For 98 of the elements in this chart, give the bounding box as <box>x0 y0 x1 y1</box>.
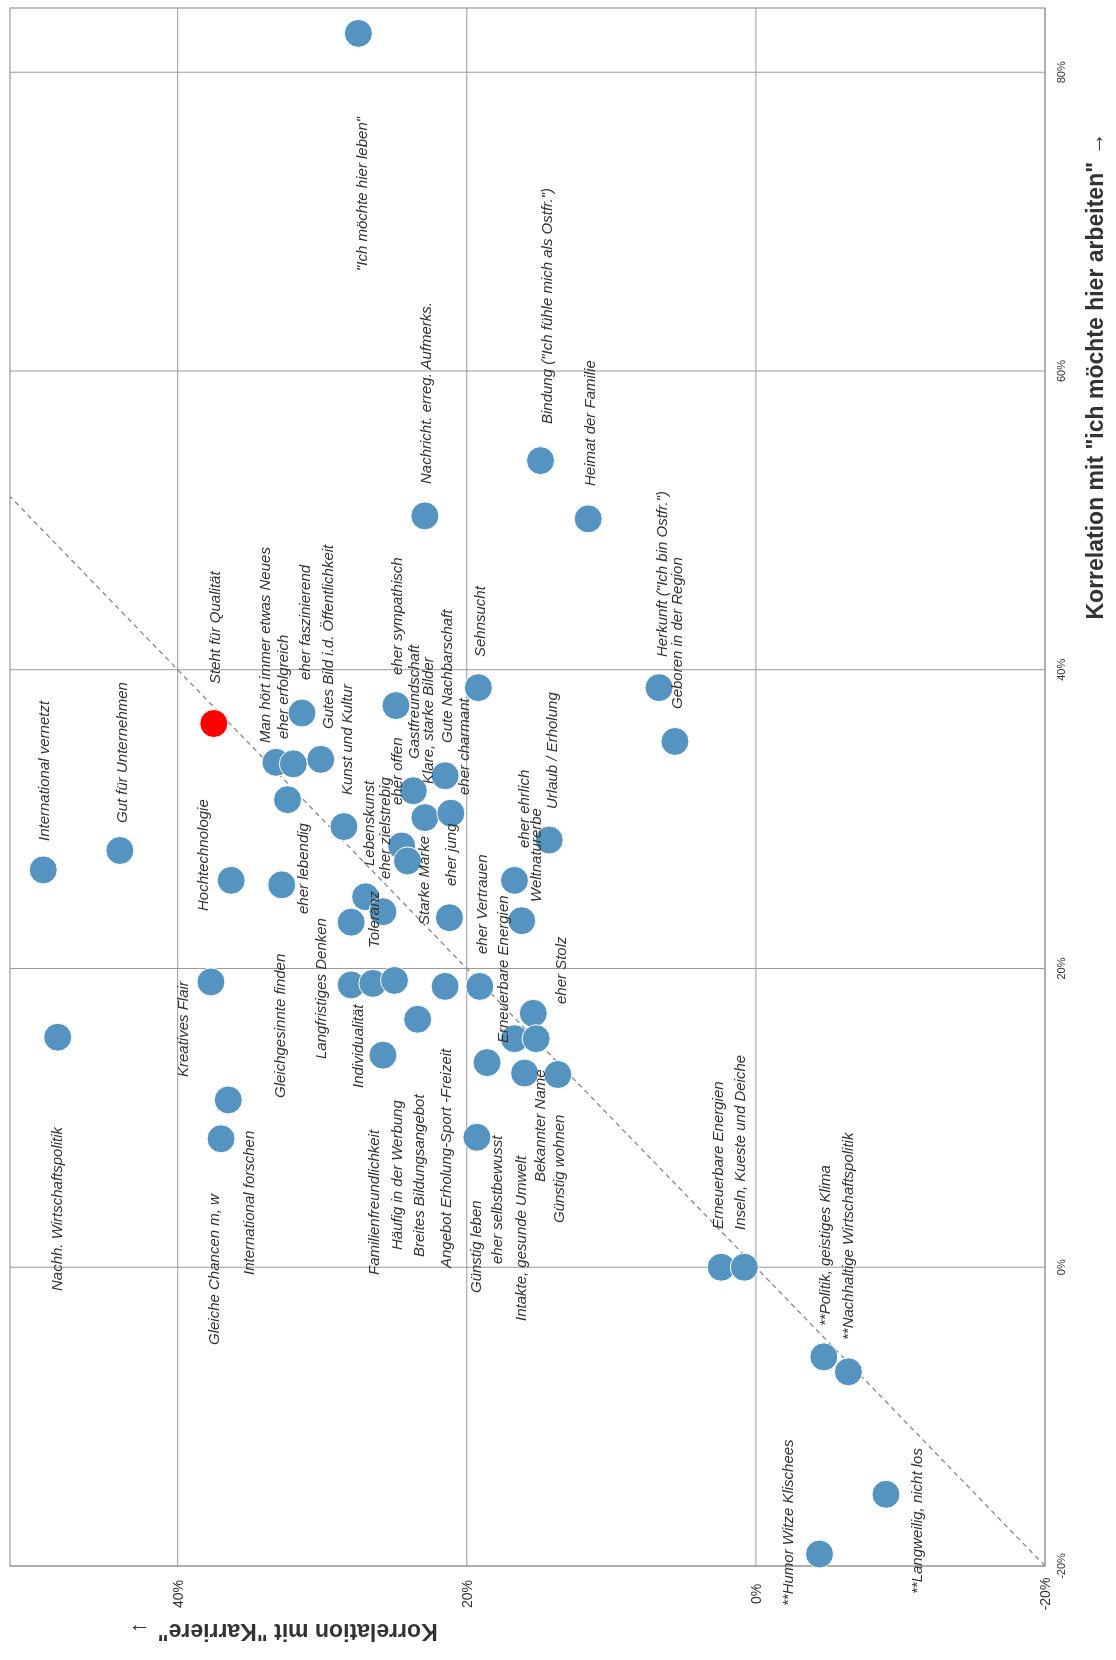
point <box>343 18 373 48</box>
point <box>871 1479 901 1509</box>
point <box>706 1252 736 1282</box>
point <box>199 709 229 739</box>
annotation: Hochtechnologie <box>193 799 211 911</box>
point <box>518 998 548 1028</box>
annotation: Angebot Erholung-Sport -Freizeit <box>436 1047 454 1269</box>
annotation: eher sympathisch <box>387 557 405 675</box>
annotation: Erneuerbare Energien <box>708 1081 726 1229</box>
annotation: Starke Marke <box>414 835 432 925</box>
annotation: Toleranz <box>364 890 382 948</box>
annotation: eher faszinierend <box>295 564 313 680</box>
y-tick-label: 0% <box>1055 1259 1067 1276</box>
annotation: eher erfolgreich <box>273 634 291 739</box>
annotation: Steht für Qualität <box>205 570 223 684</box>
point <box>105 835 135 865</box>
annotation: eher Stolz <box>551 935 569 1004</box>
point <box>213 1085 243 1115</box>
annotation: Häufig in der Werbung <box>387 1099 405 1250</box>
annotation: Gute Nachbarschaft <box>437 608 455 743</box>
annotation: Langfristiges Denken <box>311 918 329 1059</box>
point <box>472 1048 502 1078</box>
annotation: Sehnsucht <box>470 585 488 657</box>
annotation: Kreatives Flair <box>173 980 191 1077</box>
annotation: Kunst und Kultur <box>337 683 355 795</box>
point <box>526 446 556 476</box>
annotation: Gleichgesinnte finden <box>270 953 288 1098</box>
y-tick-label: 40% <box>1055 658 1067 681</box>
x-tick-label: 20% <box>458 1579 475 1609</box>
point <box>278 749 308 779</box>
point <box>368 1040 398 1070</box>
annotation: Familienfreundlichkeit <box>364 1129 382 1275</box>
annotation: **Nachhaltige Wirtschaftspolitik <box>838 1131 856 1340</box>
point <box>410 501 440 531</box>
annotation: **Politik, geistiges Klima <box>815 1165 833 1326</box>
point <box>410 803 440 833</box>
annotation: **Humor Witze Klischees <box>778 1438 796 1606</box>
point <box>462 1122 492 1152</box>
point <box>809 1342 839 1372</box>
annotation: Günstig leben <box>466 1200 484 1293</box>
point <box>206 1124 236 1154</box>
point <box>403 1004 433 1034</box>
point <box>499 865 529 895</box>
point <box>267 870 297 900</box>
x-axis-title: Korrelation mit "Karriere" → <box>128 1619 438 1645</box>
annotation: Heimat der Familie <box>580 360 598 486</box>
annotation: Breites Bildungsangebot <box>409 1093 427 1257</box>
point <box>380 965 410 995</box>
annotation: Erneuerbare Energien <box>493 895 511 1043</box>
point <box>329 812 359 842</box>
annotation: Bindung ("Ich fühle mich als Ostfr.") <box>537 187 555 424</box>
point <box>336 907 366 937</box>
annotation: **Langweilig, nicht los <box>907 1447 925 1594</box>
point <box>216 865 246 895</box>
x-tick-label: 40% <box>169 1579 186 1609</box>
annotation: Individualität <box>348 1003 366 1088</box>
point <box>28 855 58 885</box>
annotation: Inseln, Kueste und Deiche <box>730 1054 748 1230</box>
point <box>434 903 464 933</box>
annotation: International vernetzt <box>34 700 52 841</box>
annotation: Gleiche Chancen m, w <box>204 1192 222 1345</box>
point <box>521 1024 551 1054</box>
point <box>306 744 336 774</box>
annotation: Bekannter Name <box>530 1069 548 1182</box>
y-tick-label: 20% <box>1055 957 1067 980</box>
point <box>273 785 303 815</box>
y-axis-title: Korrelation mit "ich möchte hier arbeiten" → <box>1082 132 1108 620</box>
annotation: Herkunft ("Ich bin Ostfr.") <box>652 491 670 657</box>
annotation: eher charmant <box>454 697 472 795</box>
point <box>805 1539 834 1569</box>
annotation: Man hört immer etwas Neues <box>255 546 273 743</box>
annotation: eher Vertrauen <box>472 854 490 954</box>
annotation: International forschen <box>239 1130 257 1275</box>
annotation: Lebenskunst <box>359 780 377 866</box>
point <box>543 1060 573 1090</box>
point <box>573 504 603 534</box>
y-tick-label: 60% <box>1055 359 1067 382</box>
annotation: Nachh. Wirtschaftspolitik <box>47 1125 65 1291</box>
point <box>196 967 226 997</box>
point <box>729 1252 759 1282</box>
annotation: Intakte, gesunde Umwelt <box>511 1155 529 1321</box>
point <box>833 1357 863 1387</box>
annotation: Urlaub / Erholung <box>542 691 560 809</box>
annotation: eher jung <box>441 822 459 886</box>
annotation: "Ich möchte hier leben" <box>352 116 370 271</box>
point <box>43 1022 73 1052</box>
annotation: eher selbstbewusst <box>487 1134 505 1264</box>
point <box>660 726 690 756</box>
annotation: eher lebendig <box>293 822 311 914</box>
annotation: Gut für Unternehmen <box>112 682 130 823</box>
point <box>430 971 460 1001</box>
point <box>465 971 495 1001</box>
x-tick-label: 0% <box>747 1583 764 1605</box>
annotation: Günstig wohnen <box>549 1114 567 1223</box>
y-tick-label: -20% <box>1055 1552 1067 1579</box>
y-tick-label: 80% <box>1055 61 1067 84</box>
annotation: Gutes Bild i.d. Öffentlichkeit <box>318 543 336 729</box>
annotation: Nachricht. erreg. Aufmerks. <box>416 302 434 484</box>
